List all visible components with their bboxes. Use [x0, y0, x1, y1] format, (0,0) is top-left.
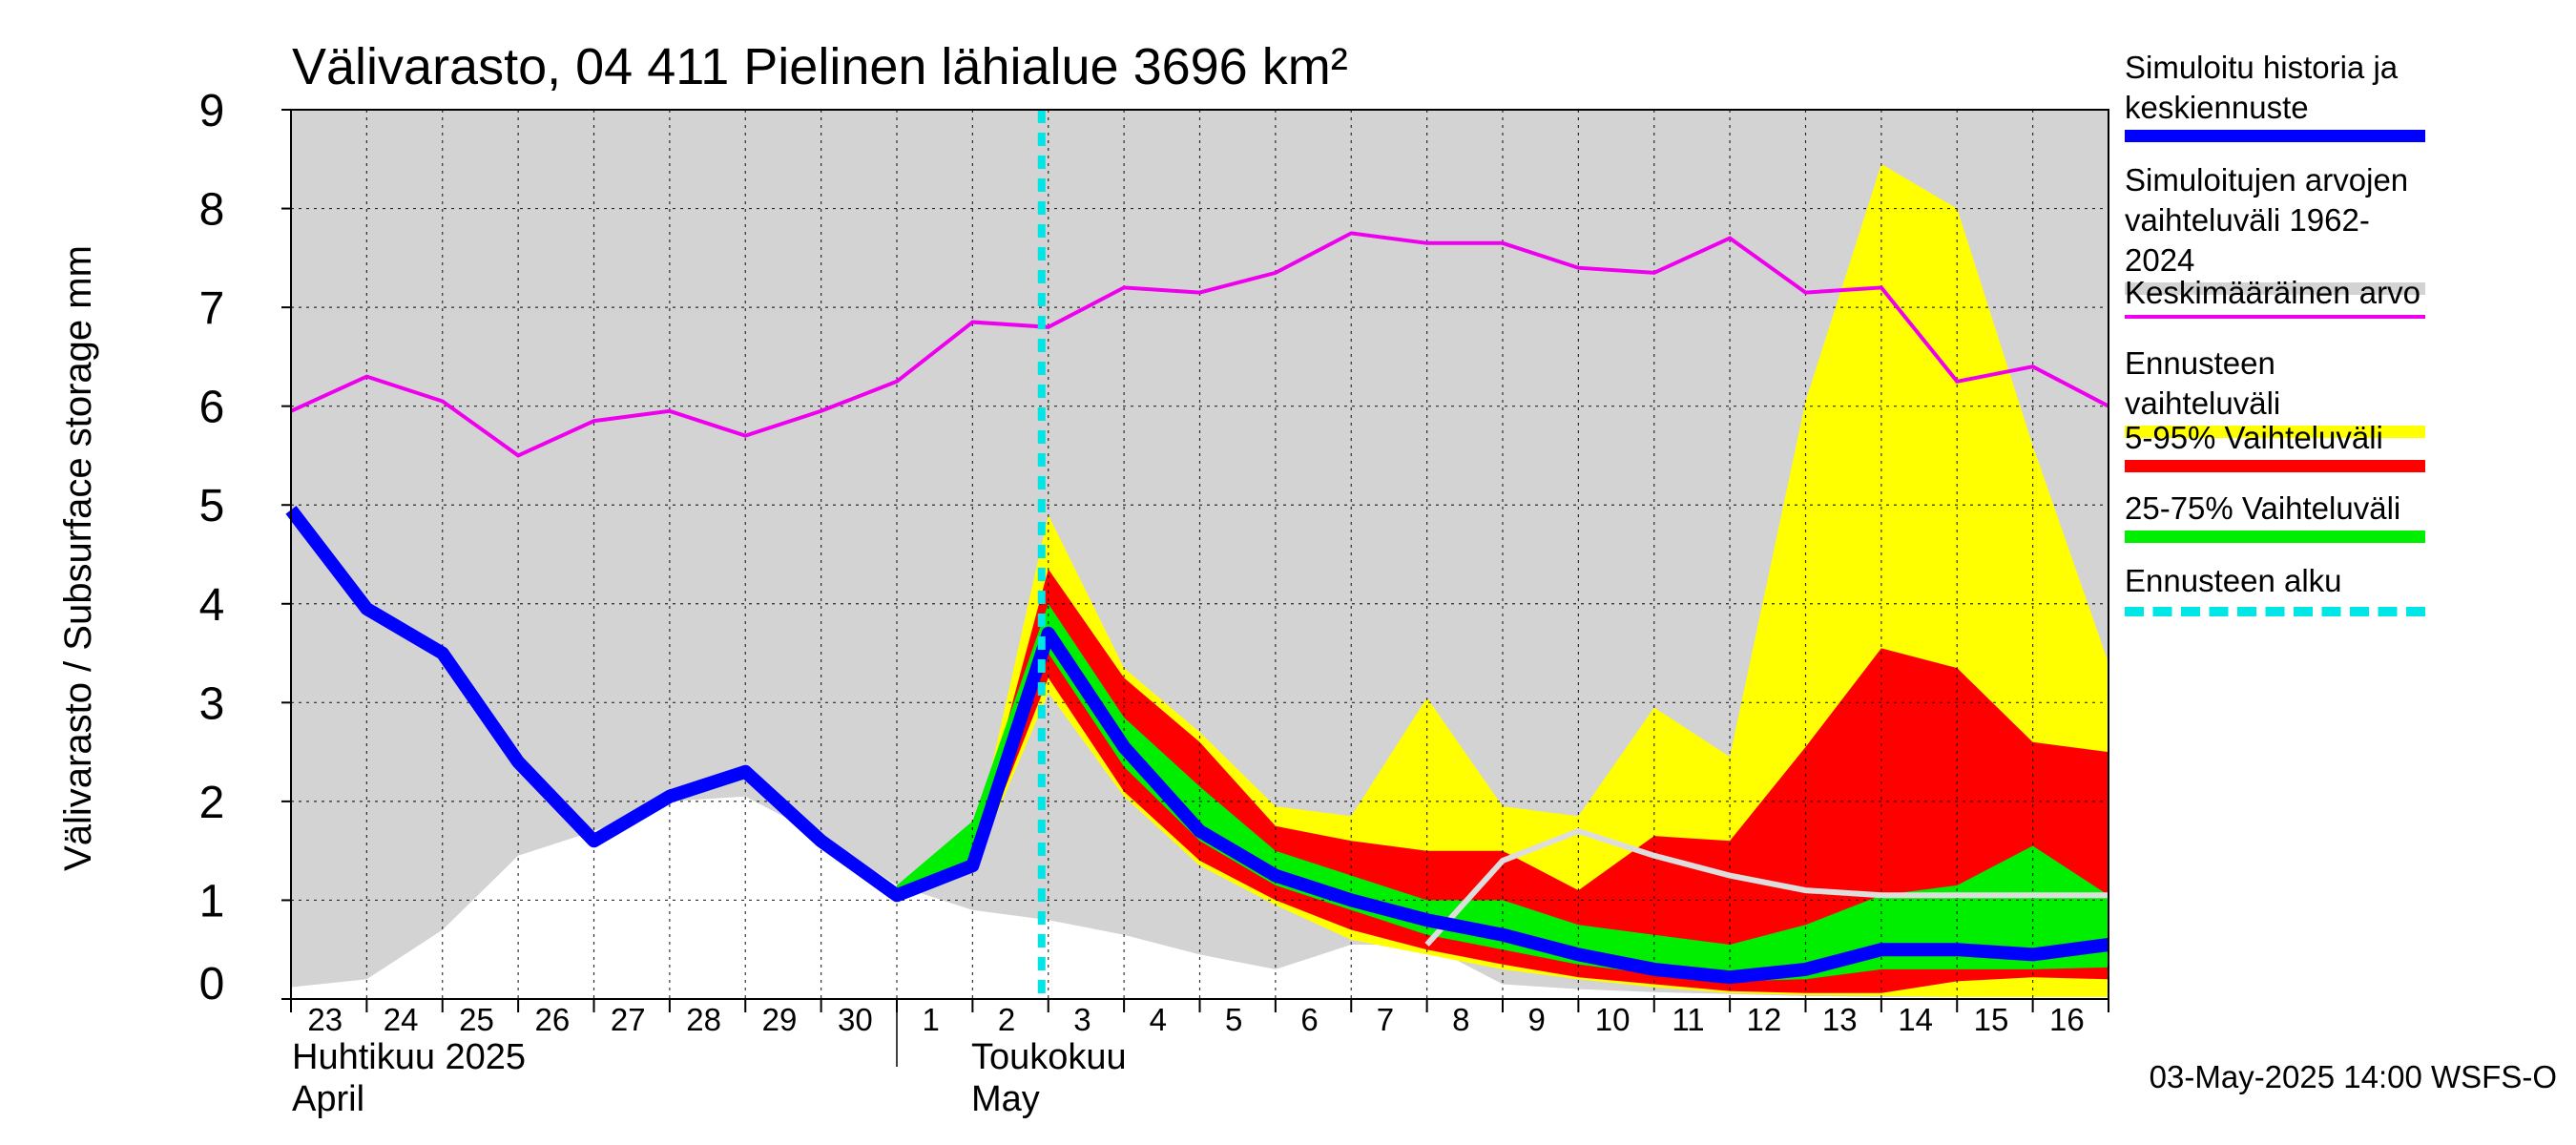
- legend-label: Ennusteen alku: [2125, 563, 2342, 598]
- x-tick-label: 9: [1528, 1002, 1546, 1037]
- y-tick-label: 5: [199, 481, 225, 531]
- y-tick-label: 6: [199, 383, 225, 433]
- x-tick-label: 4: [1150, 1002, 1167, 1037]
- month-label-may-en: May: [971, 1079, 1040, 1119]
- y-tick-label: 0: [199, 959, 225, 1010]
- legend-label: Simuloitujen arvojen vaihteluväli 1962-2…: [2125, 162, 2409, 278]
- y-tick-label: 2: [199, 778, 225, 828]
- median-forecast-line: [285, 506, 2109, 985]
- legend-item: Keskimääräinen arvo: [2125, 273, 2425, 319]
- y-tick-label: 1: [199, 876, 225, 926]
- x-tick-label: 14: [1898, 1002, 1933, 1037]
- legend-swatch: [2125, 460, 2425, 472]
- x-tick-label: 13: [1822, 1002, 1858, 1037]
- chart-title: Välivarasto, 04 411 Pielinen lähialue 36…: [292, 38, 1348, 95]
- x-tick-label: 11: [1672, 1002, 1704, 1037]
- legend-label: 5-95% Vaihteluväli: [2125, 420, 2383, 455]
- x-tick-label: 10: [1595, 1002, 1631, 1037]
- x-tick-label: 29: [762, 1002, 798, 1037]
- x-tick-label: 27: [611, 1002, 646, 1037]
- x-tick-label: 25: [459, 1002, 494, 1037]
- range-5-95-band: [897, 569, 2109, 993]
- legend-item: Ennusteen alku: [2125, 561, 2425, 616]
- x-tick-label: 2: [998, 1002, 1015, 1037]
- x-tick-label: 5: [1225, 1002, 1242, 1037]
- legend-swatch: [2125, 426, 2425, 438]
- legend-label: Keskimääräinen arvo: [2125, 275, 2420, 310]
- month-label-april-en: April: [292, 1079, 364, 1119]
- x-tick-label: 3: [1073, 1002, 1091, 1037]
- legend-swatch: [2125, 531, 2425, 543]
- mean-value-line: [290, 231, 2109, 458]
- x-tick-label: 16: [2049, 1002, 2085, 1037]
- legend-item: 25-75% Vaihteluväli: [2125, 489, 2425, 543]
- x-tick-label: 8: [1452, 1002, 1469, 1037]
- x-tick-label: 26: [534, 1002, 570, 1037]
- legend-swatch: [2125, 607, 2425, 616]
- x-tick-label: 28: [686, 1002, 721, 1037]
- legend-item: Ennusteen vaihteluväli: [2125, 344, 2440, 438]
- y-tick-label: 8: [199, 185, 225, 236]
- legend-item: Simuloitu historia ja keskiennuste: [2125, 48, 2440, 142]
- legend-label: Simuloitu historia ja keskiennuste: [2125, 50, 2399, 125]
- timestamp-footer: 03-May-2025 14:00 WSFS-O: [2149, 1059, 2557, 1094]
- month-label-april-fi: Huhtikuu 2025: [292, 1037, 526, 1077]
- x-tick-label: 6: [1300, 1002, 1318, 1037]
- legend-item: Simuloitujen arvojen vaihteluväli 1962-2…: [2125, 160, 2440, 295]
- y-tick-label: 7: [199, 283, 225, 334]
- legend-swatch: [2125, 282, 2425, 295]
- legend-swatch: [2125, 315, 2425, 319]
- legend-swatch: [2125, 130, 2425, 142]
- y-tick-label: 9: [199, 86, 225, 136]
- month-label-may-fi: Toukokuu: [971, 1037, 1127, 1077]
- y-axis-label: Välivarasto / Subsurface storage mm: [57, 245, 99, 871]
- x-tick-label: 30: [838, 1002, 873, 1037]
- light-gray-line: [1424, 827, 2109, 947]
- y-tick-label: 3: [199, 678, 225, 729]
- x-tick-label: 1: [923, 1002, 940, 1037]
- legend-label: 25-75% Vaihteluväli: [2125, 490, 2401, 526]
- x-tick-label: 12: [1746, 1002, 1781, 1037]
- x-tick-label: 23: [307, 1002, 343, 1037]
- legend-item: 5-95% Vaihteluväli: [2125, 418, 2425, 472]
- x-tick-label: 15: [1974, 1002, 2009, 1037]
- legend-label: Ennusteen vaihteluväli: [2125, 345, 2281, 421]
- x-tick-label: 7: [1377, 1002, 1394, 1037]
- y-tick-label: 4: [199, 580, 225, 631]
- x-tick-label: 24: [384, 1002, 419, 1037]
